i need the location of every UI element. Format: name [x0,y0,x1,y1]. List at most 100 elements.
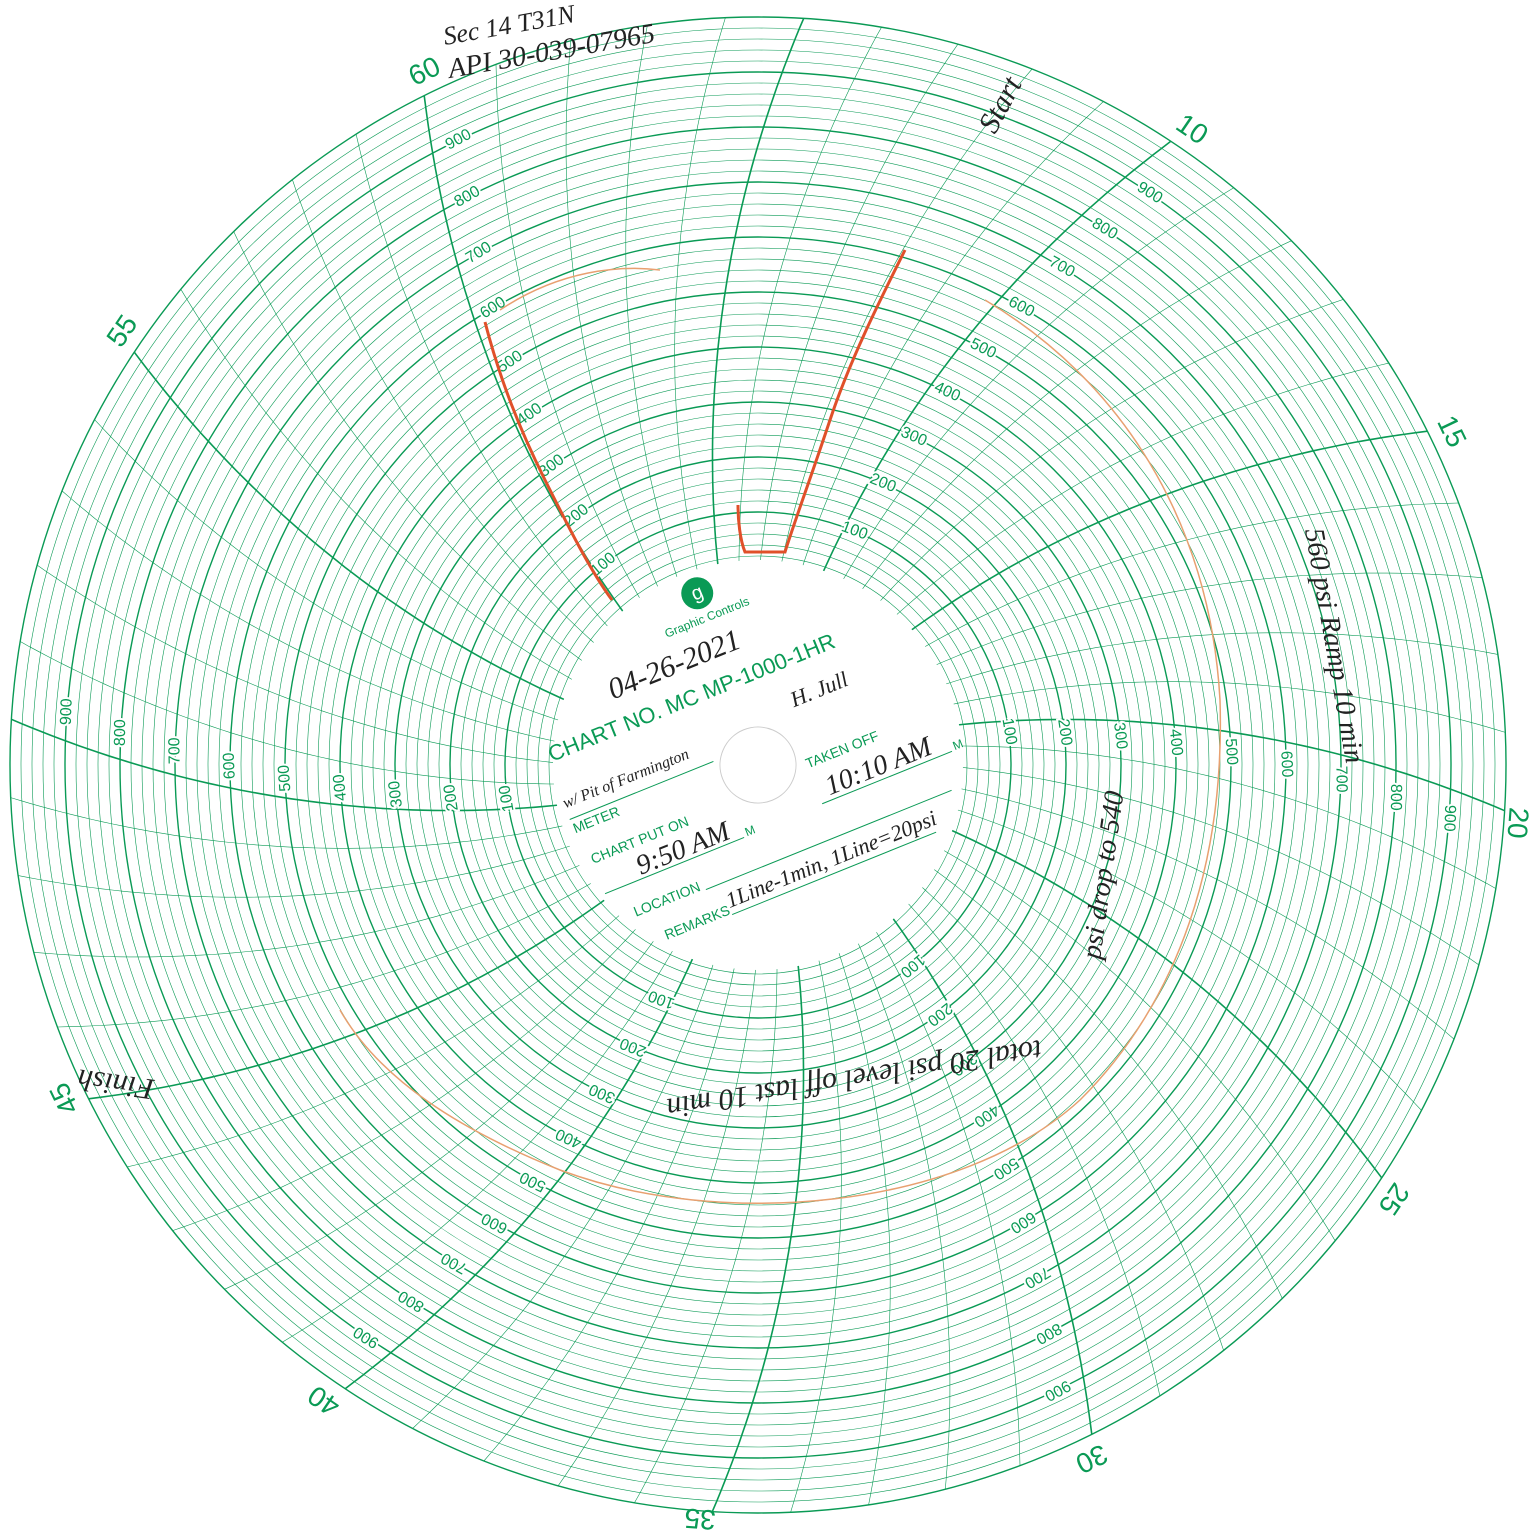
time-line [37,564,561,764]
time-line [233,231,588,665]
time-line [836,946,891,1505]
pressure-circle [405,412,1111,1118]
pressure-circle [174,181,1342,1349]
grid [9,16,1507,1514]
pressure-circle [537,544,979,986]
pen-trace [483,321,614,601]
time-line [919,502,1459,651]
pressure-circle [86,93,1430,1437]
pressure-circle [218,225,1298,1305]
pressure-label: 900 [58,698,76,725]
pressure-circle [438,445,1078,1085]
time-line [738,27,882,568]
pressure-circle [9,16,1507,1514]
pressure-circle [273,280,1243,1250]
time-line [495,64,644,604]
time-line [557,962,757,1486]
pressure-circle [141,148,1375,1382]
pressure-circle [317,324,1199,1206]
pressure-circle [449,456,1067,1074]
pressure-circle [306,313,1210,1217]
pressure-circle [240,247,1276,1283]
time-line [759,44,959,568]
pressure-circle [460,467,1056,1063]
m-suffix: M [743,822,758,839]
pressure-circle [515,522,1001,1008]
pressure-circle [383,390,1133,1140]
time-line [858,240,1292,595]
pressure-circle [548,555,968,975]
time-line [928,865,1283,1299]
time-line [954,787,1455,1040]
time-line [711,958,805,1512]
pressure-circle [471,478,1045,1052]
pressure-circle [328,335,1188,1195]
minute-label: 35 [683,1502,716,1535]
pressure-circle [526,533,990,997]
pressure-circle [42,49,1474,1481]
time-line [674,17,726,577]
pressure-circle [262,269,1254,1261]
pressure-circle [185,192,1331,1338]
time-line [61,490,562,743]
time-line [946,681,1506,733]
pressure-label: 800 [112,719,129,746]
pressure-circle [64,71,1452,1459]
time-line [344,952,696,1390]
pressure-circle [152,159,1364,1371]
pressure-circle [482,489,1034,1041]
pressure-label: 600 [1277,750,1295,778]
pressure-circle [130,137,1386,1393]
time-line [855,937,951,1490]
time-line [955,745,1496,889]
pressure-circle [163,170,1353,1360]
pressure-label: 900 [1440,805,1458,832]
time-line [916,882,1224,1351]
pressure-label: 600 [221,752,239,780]
time-line [57,879,597,1028]
time-line [224,935,658,1290]
pen-trace [736,249,907,554]
rule [705,789,952,891]
time-line [800,101,1104,572]
pressure-circle [207,214,1309,1316]
time-line [565,40,661,593]
time-line [133,351,571,703]
time-line [172,923,641,1231]
time-line [20,641,561,785]
time-line [888,912,1093,1435]
time-line [780,68,1033,569]
pressure-circle [75,82,1441,1448]
time-line [180,289,578,684]
time-line [11,718,565,812]
time-line [951,807,1422,1111]
time-line [282,945,677,1343]
pressure-label: 400 [331,773,351,801]
pressure-label: 300 [1110,722,1130,751]
m-suffix: M [951,736,966,753]
time-line [930,572,1483,668]
pressure-circle [372,379,1144,1151]
time-line [839,187,1234,585]
pressure-label: 700 [1332,766,1349,793]
time-line [820,140,1172,578]
time-line [292,179,600,648]
minute-label: 20 [1501,806,1534,839]
time-line [412,958,716,1429]
time-line [625,25,680,584]
time-line [94,419,565,723]
time-line [905,430,1428,635]
pressure-circle [350,357,1166,1173]
pressure-circle [339,346,1177,1184]
pressure-circle [20,27,1496,1503]
time-line [938,846,1336,1241]
time-line [875,299,1344,607]
time-line [10,797,570,849]
time-line [891,362,1389,620]
pressure-circle [493,500,1023,1030]
pressure-circle [229,236,1287,1294]
time-line [903,898,1161,1396]
pressure-circle [361,368,1155,1162]
pen-trace-faint [339,267,1222,1204]
